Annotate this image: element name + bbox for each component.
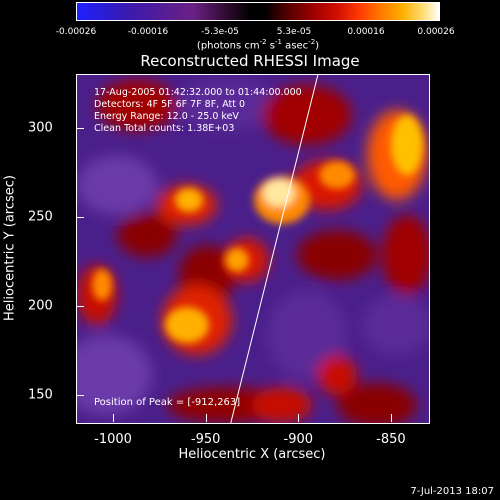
units-part: s xyxy=(266,40,276,52)
heatmap-cell xyxy=(319,161,355,189)
heatmap-cell xyxy=(77,335,152,415)
y-tick-label: 300 xyxy=(28,120,53,136)
colorbar-units: (photons cm-2 s-1 asec-2) xyxy=(197,38,319,51)
heatmap-blobs xyxy=(77,80,429,423)
info-time-range: 17-Aug-2005 01:42:32.000 to 01:44:00.000 xyxy=(94,87,302,98)
heatmap-cell xyxy=(77,155,157,215)
units-part: asec xyxy=(282,40,309,52)
heatmap-cell xyxy=(262,85,352,145)
y-tick-label: 200 xyxy=(28,298,53,314)
x-tick-mark xyxy=(113,414,115,422)
units-part: -1 xyxy=(275,38,283,46)
heatmap-cell xyxy=(391,115,423,175)
x-tick-mark xyxy=(298,414,300,422)
y-tick-label: 250 xyxy=(28,209,53,225)
info-clean: Clean Total counts: 1.38E+03 xyxy=(94,123,235,134)
y-tick-mark xyxy=(76,306,84,307)
heatmap-cell xyxy=(337,383,417,423)
units-part: ) xyxy=(315,40,320,52)
heatmap-cell xyxy=(317,355,357,395)
colorbar-tick: -0.00026 xyxy=(55,27,97,37)
heatmap-cell xyxy=(175,188,203,212)
heatmap-cell xyxy=(252,387,312,423)
units-part: -2 xyxy=(308,38,316,46)
heatmap-cell xyxy=(117,213,177,257)
heatmap-cell xyxy=(263,179,295,207)
y-tick-label: 150 xyxy=(28,387,53,403)
heatmap-peaks xyxy=(92,115,423,343)
info-detectors: Detectors: 4F 5F 6F 7F 8F, Att 0 xyxy=(94,99,246,110)
heatmap-cell xyxy=(177,80,277,130)
heatmap-cell xyxy=(362,295,429,355)
solar-limb-line xyxy=(230,75,319,423)
heatmap-cell xyxy=(382,215,429,295)
y-axis-label: Heliocentric Y (arcsec) xyxy=(2,175,18,321)
heatmap-plot xyxy=(76,74,430,424)
peak-position: Position of Peak = [-912,263] xyxy=(94,397,241,408)
colorbar xyxy=(76,2,440,21)
colorbar-tick: 5.3e-05 xyxy=(276,27,312,37)
x-tick-label: -900 xyxy=(283,432,314,447)
limb-line-layer xyxy=(230,75,319,423)
y-tick-mark xyxy=(76,216,84,218)
y-tick-mark xyxy=(76,127,84,129)
heatmap-cell xyxy=(97,80,177,130)
heatmap-svg xyxy=(77,75,429,423)
colorbar-tick: -5.3e-05 xyxy=(201,27,239,37)
x-tick-mark xyxy=(205,414,207,422)
colorbar-tick: 0.00016 xyxy=(347,27,385,37)
units-part: (photons cm xyxy=(196,40,260,52)
y-tick-mark xyxy=(76,395,84,397)
chart-title: Reconstructed RHESSI Image xyxy=(140,52,360,70)
x-axis-label: Heliocentric X (arcsec) xyxy=(178,447,326,462)
heatmap-cell xyxy=(165,307,209,343)
x-tick-label: -850 xyxy=(376,432,406,447)
x-tick-label: -950 xyxy=(190,432,221,447)
heatmap-cell xyxy=(92,269,112,301)
plot-timestamp: 7-Jul-2013 18:07 xyxy=(410,486,494,497)
units-part: -2 xyxy=(259,38,267,46)
heatmap-cell xyxy=(225,248,249,272)
x-tick-mark xyxy=(390,414,392,422)
colorbar-tick: -0.00016 xyxy=(127,27,169,37)
colorbar-tick: 0.00026 xyxy=(417,27,455,37)
heatmap-cell xyxy=(297,230,377,280)
heatmap-cell xyxy=(267,290,347,380)
x-tick-label: -1000 xyxy=(94,432,132,447)
info-energy: Energy Range: 12.0 - 25.0 keV xyxy=(94,111,239,122)
